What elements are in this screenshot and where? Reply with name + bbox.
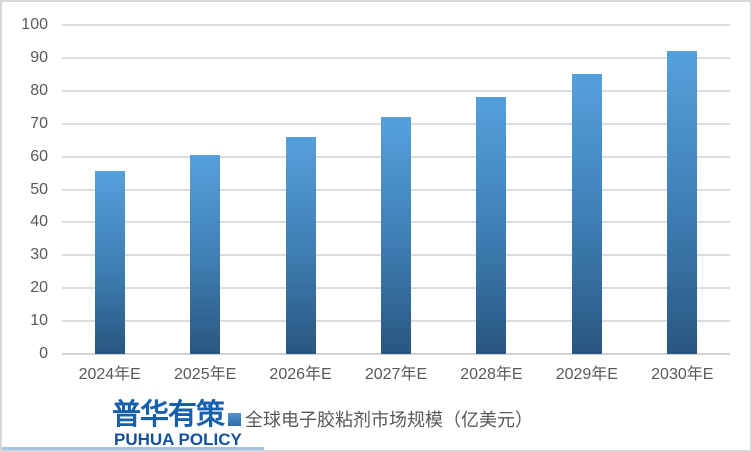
bar-2024年E <box>94 171 125 354</box>
y-tick-label: 60 <box>30 147 48 165</box>
bar-2030年E <box>667 51 698 354</box>
legend-label: 全球电子胶粘剂市场规模（亿美元） <box>245 410 533 430</box>
y-tick-label: 50 <box>30 180 48 198</box>
y-tick-label: 40 <box>30 213 48 231</box>
bar-2028年E <box>476 97 507 354</box>
y-tick-label: 80 <box>30 81 48 99</box>
x-tick-label: 2026年E <box>269 366 332 383</box>
bar-2027年E <box>381 117 411 354</box>
legend-marker-icon <box>228 413 241 426</box>
gridline <box>62 56 730 59</box>
x-tick-label: 2025年E <box>174 366 237 383</box>
y-tick-label: 30 <box>30 246 48 264</box>
y-tick-label: 0 <box>39 345 48 362</box>
x-axis-line <box>62 353 730 355</box>
plot-area <box>62 24 730 355</box>
x-tick-label: 2030年E <box>651 366 714 383</box>
gridline <box>62 24 730 26</box>
y-tick-label: 20 <box>30 279 48 297</box>
puhua-policy-logo-subtitle: PUHUA POLICY <box>114 430 242 449</box>
bar-2029年E <box>571 74 602 354</box>
y-tick-label: 10 <box>30 312 48 330</box>
x-tick-label: 2029年E <box>555 366 618 383</box>
y-tick-label: 70 <box>30 114 48 132</box>
x-tick-label: 2027年E <box>364 366 428 383</box>
gridline <box>62 89 730 92</box>
y-tick-label: 100 <box>21 16 48 33</box>
puhua-policy-logo: 普华有策 <box>112 399 225 431</box>
bottom-accent-line <box>2 447 264 450</box>
y-tick-label: 90 <box>30 48 48 66</box>
x-tick-label: 2024年E <box>78 366 141 383</box>
bar-2026年E <box>285 136 316 354</box>
legend-row: 普华有策 PUHUA POLICY 全球电子胶粘剂市场规模（亿美元） <box>2 398 750 450</box>
x-tick-label: 2028年E <box>460 366 523 383</box>
bar-2025年E <box>190 154 221 354</box>
